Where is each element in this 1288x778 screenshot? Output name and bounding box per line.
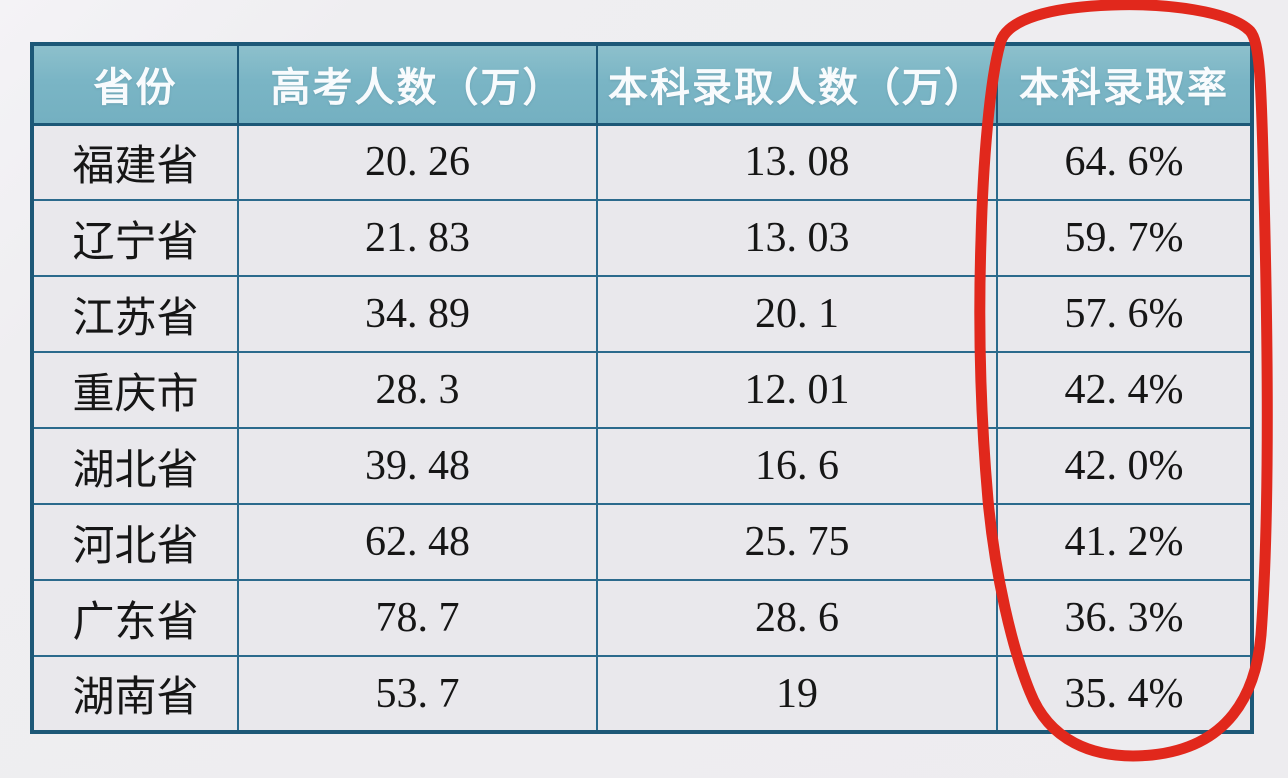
table-row: 湖南省 53. 7 19 35. 4%: [31, 655, 1253, 733]
column-header-admitted: 本科录取人数（万）: [596, 43, 998, 126]
admission-rate-table: 省份 高考人数（万） 本科录取人数（万） 本科录取率 福建省 20. 26 13. 08 6…: [30, 42, 1254, 734]
admission-rate-cell: 36. 3%: [996, 579, 1253, 657]
admission-rate-cell: 42. 0%: [996, 427, 1253, 505]
admitted-count-cell: 13. 08: [596, 123, 998, 201]
table-row: 福建省 20. 26 13. 08 64. 6%: [31, 123, 1253, 201]
gaokao-count-cell: 39. 48: [237, 427, 598, 505]
table-row: 重庆市 28. 3 12. 01 42. 4%: [31, 351, 1253, 429]
column-header-province: 省份: [31, 43, 239, 126]
province-cell: 湖南省: [31, 655, 239, 733]
admitted-count-cell: 13. 03: [596, 199, 998, 277]
table-header-row: 省份 高考人数（万） 本科录取人数（万） 本科录取率: [31, 43, 1253, 126]
province-cell: 福建省: [31, 123, 239, 201]
admitted-count-cell: 16. 6: [596, 427, 998, 505]
table-row: 广东省 78. 7 28. 6 36. 3%: [31, 579, 1253, 657]
gaokao-count-cell: 21. 83: [237, 199, 598, 277]
table-row: 河北省 62. 48 25. 75 41. 2%: [31, 503, 1253, 581]
admitted-count-cell: 20. 1: [596, 275, 998, 353]
gaokao-count-cell: 34. 89: [237, 275, 598, 353]
admission-rate-cell: 35. 4%: [996, 655, 1253, 733]
table-row: 湖北省 39. 48 16. 6 42. 0%: [31, 427, 1253, 505]
column-header-candidates: 高考人数（万）: [237, 43, 598, 126]
column-header-rate: 本科录取率: [996, 43, 1253, 126]
province-cell: 广东省: [31, 579, 239, 657]
admission-rate-cell: 42. 4%: [996, 351, 1253, 429]
gaokao-count-cell: 28. 3: [237, 351, 598, 429]
admission-rate-cell: 64. 6%: [996, 123, 1253, 201]
province-cell: 辽宁省: [31, 199, 239, 277]
gaokao-count-cell: 20. 26: [237, 123, 598, 201]
admission-rate-cell: 59. 7%: [996, 199, 1253, 277]
admitted-count-cell: 12. 01: [596, 351, 998, 429]
province-cell: 江苏省: [31, 275, 239, 353]
admitted-count-cell: 28. 6: [596, 579, 998, 657]
admitted-count-cell: 25. 75: [596, 503, 998, 581]
province-cell: 重庆市: [31, 351, 239, 429]
province-cell: 湖北省: [31, 427, 239, 505]
admitted-count-cell: 19: [596, 655, 998, 733]
gaokao-count-cell: 62. 48: [237, 503, 598, 581]
table-row: 辽宁省 21. 83 13. 03 59. 7%: [31, 199, 1253, 277]
province-cell: 河北省: [31, 503, 239, 581]
admission-rate-cell: 41. 2%: [996, 503, 1253, 581]
gaokao-count-cell: 78. 7: [237, 579, 598, 657]
gaokao-count-cell: 53. 7: [237, 655, 598, 733]
admission-rate-cell: 57. 6%: [996, 275, 1253, 353]
table-row: 江苏省 34. 89 20. 1 57. 6%: [31, 275, 1253, 353]
